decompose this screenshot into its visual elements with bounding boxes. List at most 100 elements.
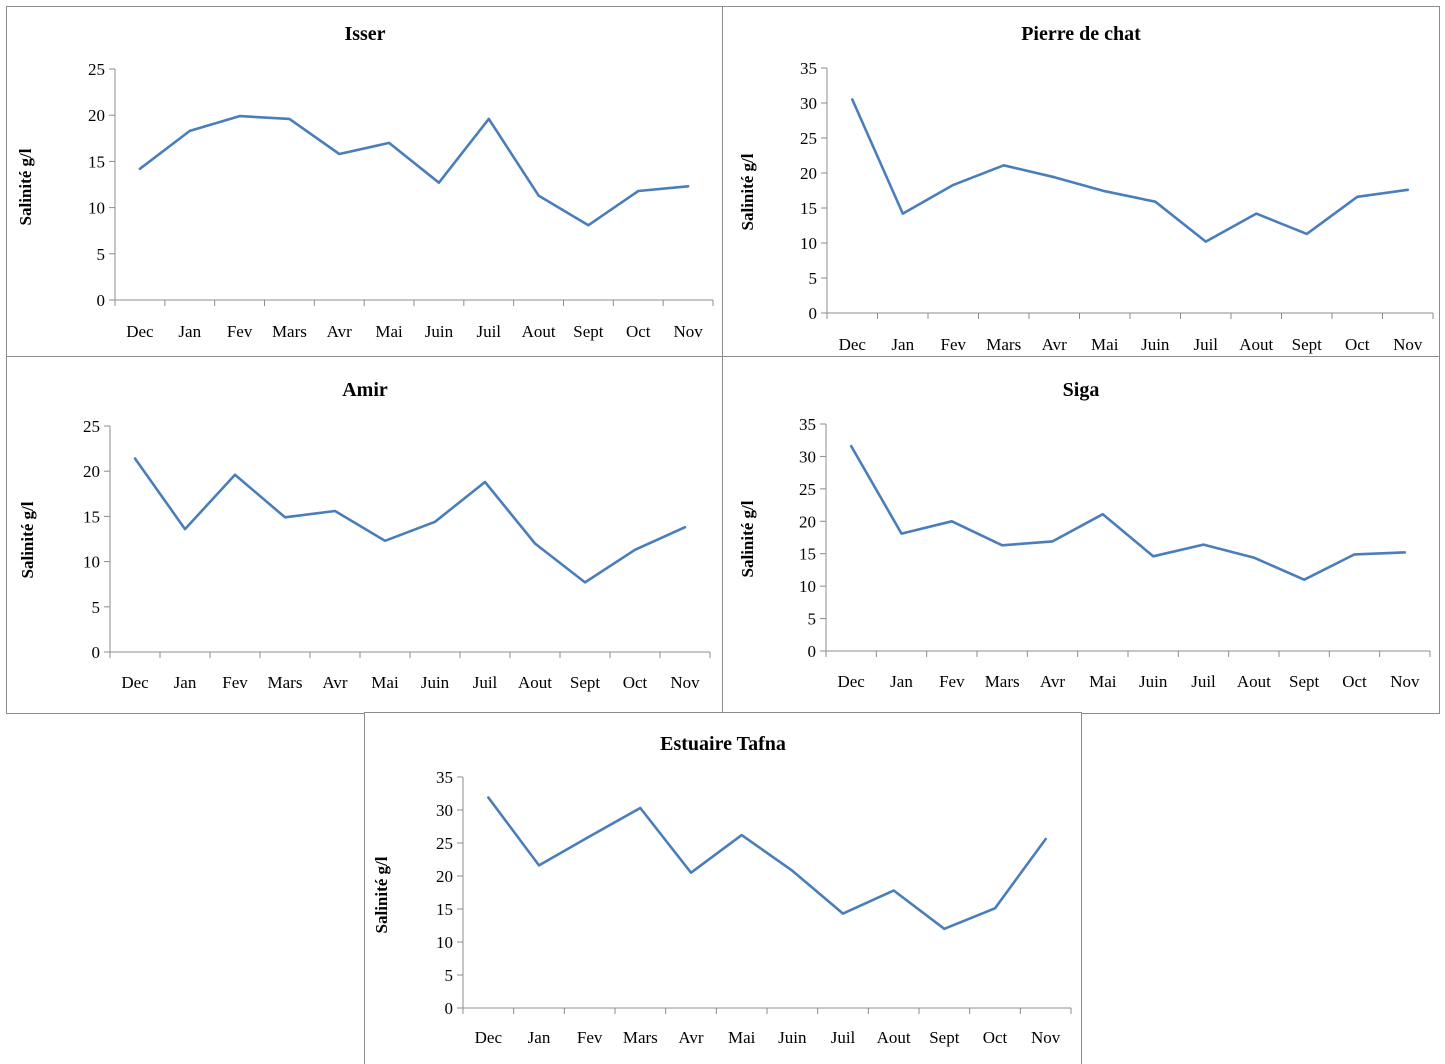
y-tick-label: 25 bbox=[88, 60, 105, 79]
x-tick-label: Fev bbox=[222, 673, 248, 692]
y-tick-label: 20 bbox=[83, 462, 100, 481]
chart-panel-estuaire-tafna: Estuaire Tafna Salinité g/l 0 5 10 15 20 25 30 35… bbox=[364, 712, 1082, 1064]
chart-panel-siga: Siga Salinité g/l 0 5 10 15 20 25 30 35 Dec Jan Fev M… bbox=[722, 356, 1440, 714]
x-tick-label: Sept bbox=[570, 673, 601, 692]
y-tick-label: 5 bbox=[808, 610, 817, 629]
x-tick-label: Dec bbox=[126, 322, 154, 341]
x-tick-label: Nov bbox=[673, 322, 703, 341]
y-tick-label: 15 bbox=[800, 199, 817, 218]
x-tick-label: Dec bbox=[837, 672, 865, 691]
chart-svg-siga: Siga Salinité g/l 0 5 10 15 20 25 30 35 Dec Jan Fev M… bbox=[738, 379, 1431, 691]
x-tick-label: Mai bbox=[375, 322, 403, 341]
x-tick-label: Jan bbox=[174, 673, 197, 692]
y-axis-label: Salinité g/l bbox=[16, 148, 35, 225]
y-tick-label: 5 bbox=[809, 269, 818, 288]
y-tick-label: 35 bbox=[800, 59, 817, 78]
chart-panel-pierre-de-chat: Pierre de chat Salinité g/l 0 5 10 15 20 25 30 35… bbox=[722, 6, 1440, 358]
x-tick-label: Sept bbox=[1292, 335, 1323, 354]
x-tick-label: Juin bbox=[1139, 672, 1168, 691]
x-tick-label: Aout bbox=[1237, 672, 1271, 691]
y-tick-label: 20 bbox=[800, 164, 817, 183]
y-tick-label: 0 bbox=[92, 643, 101, 662]
x-tick-label: Mai bbox=[371, 673, 399, 692]
y-axis-label: Salinité g/l bbox=[18, 501, 37, 578]
x-tick-label: Fev bbox=[577, 1028, 603, 1047]
series-line bbox=[487, 796, 1048, 931]
x-tick-label: Dec bbox=[839, 335, 867, 354]
chart-svg-estuaire-tafna: Estuaire Tafna Salinité g/l 0 5 10 15 20 25 30 35… bbox=[372, 733, 1072, 1047]
x-tick-label: Mars bbox=[272, 322, 307, 341]
y-tick-label: 10 bbox=[800, 234, 817, 253]
x-tick-label: Fev bbox=[941, 335, 967, 354]
chart-svg-pierre-de-chat: Pierre de chat Salinité g/l 0 5 10 15 20 25 30 35… bbox=[738, 23, 1434, 354]
y-tick-label: 10 bbox=[436, 933, 453, 952]
x-tick-label: Avr bbox=[322, 673, 348, 692]
x-tick-label: Aout bbox=[522, 322, 556, 341]
y-tick-label: 30 bbox=[800, 94, 817, 113]
chart-title: Pierre de chat bbox=[1021, 23, 1141, 45]
x-tick-label: Sept bbox=[929, 1028, 960, 1047]
y-tick-label: 10 bbox=[88, 199, 105, 218]
y-tick-label: 25 bbox=[799, 480, 816, 499]
x-tick-label: Aout bbox=[877, 1028, 911, 1047]
x-tick-label: Juil bbox=[831, 1028, 856, 1047]
y-tick-label: 0 bbox=[97, 291, 106, 310]
x-tick-label: Mars bbox=[985, 672, 1020, 691]
x-tick-label: Nov bbox=[1031, 1028, 1061, 1047]
y-tick-label: 5 bbox=[97, 245, 106, 264]
x-tick-label: Jan bbox=[891, 335, 914, 354]
x-tick-label: Fev bbox=[939, 672, 965, 691]
y-tick-label: 15 bbox=[799, 545, 816, 564]
y-tick-label: 10 bbox=[83, 553, 100, 572]
x-tick-label: Nov bbox=[670, 673, 700, 692]
x-tick-label: Mars bbox=[268, 673, 303, 692]
y-tick-label: 25 bbox=[83, 417, 100, 436]
y-axis-label: Salinité g/l bbox=[738, 153, 757, 230]
chart-title: Siga bbox=[1063, 379, 1100, 401]
x-tick-label: Oct bbox=[1345, 335, 1370, 354]
series-line bbox=[133, 457, 687, 584]
y-tick-label: 10 bbox=[799, 577, 816, 596]
x-tick-label: Avr bbox=[327, 322, 353, 341]
x-tick-label: Jan bbox=[528, 1028, 551, 1047]
y-tick-label: 0 bbox=[445, 999, 454, 1018]
y-tick-label: 20 bbox=[799, 512, 816, 531]
y-tick-label: 15 bbox=[88, 152, 105, 171]
x-tick-label: Jan bbox=[890, 672, 913, 691]
x-tick-label: Juil bbox=[473, 673, 498, 692]
chart-svg-isser: Isser Salinité g/l 0 5 10 15 20 25 Dec Jan Fev Mars… bbox=[16, 23, 714, 341]
y-tick-label: 20 bbox=[436, 867, 453, 886]
x-tick-label: Fev bbox=[227, 322, 253, 341]
x-tick-label: Mai bbox=[1089, 672, 1117, 691]
y-tick-label: 20 bbox=[88, 106, 105, 125]
series-line bbox=[851, 98, 1410, 243]
series-line bbox=[849, 444, 1407, 581]
x-tick-label: Juin bbox=[425, 322, 454, 341]
y-axis-label: Salinité g/l bbox=[372, 856, 391, 933]
y-tick-label: 0 bbox=[809, 304, 818, 323]
y-tick-label: 5 bbox=[92, 598, 101, 617]
x-tick-label: Jan bbox=[178, 322, 201, 341]
x-tick-label: Oct bbox=[983, 1028, 1008, 1047]
x-tick-label: Oct bbox=[626, 322, 651, 341]
x-tick-label: Oct bbox=[1342, 672, 1367, 691]
x-tick-label: Mai bbox=[728, 1028, 756, 1047]
chart-title: Estuaire Tafna bbox=[660, 733, 786, 755]
x-tick-label: Sept bbox=[1289, 672, 1320, 691]
y-tick-label: 5 bbox=[445, 966, 454, 985]
chart-panel-isser: Isser Salinité g/l 0 5 10 15 20 25 Dec Jan Fev Mars… bbox=[6, 6, 724, 358]
x-tick-label: Dec bbox=[121, 673, 149, 692]
chart-title: Amir bbox=[342, 379, 388, 401]
y-tick-label: 35 bbox=[436, 768, 453, 787]
y-tick-label: 25 bbox=[436, 834, 453, 853]
chart-title: Isser bbox=[344, 23, 385, 45]
x-tick-label: Nov bbox=[1390, 672, 1420, 691]
chart-svg-amir: Amir Salinité g/l 0 5 10 15 20 25 Dec Jan Fev Mars A… bbox=[18, 379, 711, 692]
x-tick-label: Juin bbox=[421, 673, 450, 692]
series-line bbox=[138, 114, 690, 227]
x-tick-label: Mars bbox=[986, 335, 1021, 354]
x-tick-label: Juin bbox=[778, 1028, 807, 1047]
y-axis-label: Salinité g/l bbox=[738, 500, 757, 577]
x-tick-label: Oct bbox=[623, 673, 648, 692]
x-tick-label: Avr bbox=[1040, 672, 1066, 691]
